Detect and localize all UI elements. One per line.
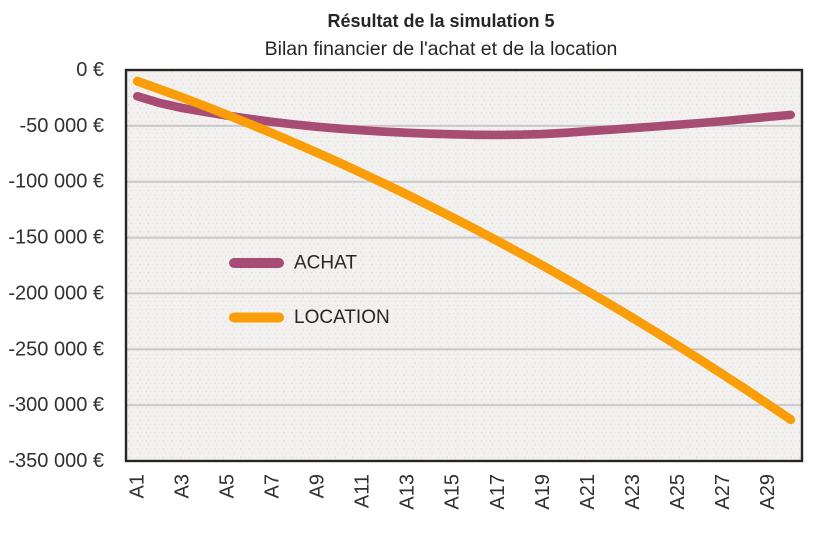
svg-text:A15: A15 bbox=[442, 474, 464, 510]
svg-text:A1: A1 bbox=[126, 474, 148, 498]
svg-text:A27: A27 bbox=[712, 474, 734, 510]
svg-text:A11: A11 bbox=[352, 474, 374, 508]
svg-text:-350 000 €: -350 000 € bbox=[8, 450, 104, 472]
svg-text:0 €: 0 € bbox=[76, 59, 104, 81]
svg-text:A9: A9 bbox=[307, 474, 329, 498]
svg-text:A3: A3 bbox=[171, 474, 193, 498]
svg-text:A29: A29 bbox=[757, 474, 779, 510]
svg-text:-150 000 €: -150 000 € bbox=[8, 227, 104, 249]
svg-text:ACHAT: ACHAT bbox=[294, 253, 357, 274]
svg-text:-50 000 €: -50 000 € bbox=[19, 115, 104, 137]
svg-text:LOCATION: LOCATION bbox=[294, 307, 390, 328]
svg-text:A7: A7 bbox=[262, 474, 284, 498]
svg-text:-300 000 €: -300 000 € bbox=[8, 394, 104, 416]
svg-text:A25: A25 bbox=[667, 474, 689, 510]
svg-text:-100 000 €: -100 000 € bbox=[8, 171, 104, 193]
svg-text:A13: A13 bbox=[397, 474, 419, 510]
svg-text:Résultat de la simulation 5: Résultat de la simulation 5 bbox=[327, 11, 554, 31]
svg-text:A23: A23 bbox=[622, 474, 644, 510]
svg-text:A19: A19 bbox=[532, 474, 554, 510]
svg-text:-200 000 €: -200 000 € bbox=[8, 282, 104, 304]
svg-text:A17: A17 bbox=[487, 474, 509, 510]
svg-text:A21: A21 bbox=[577, 474, 599, 510]
svg-text:-250 000 €: -250 000 € bbox=[8, 338, 104, 360]
svg-text:A5: A5 bbox=[216, 474, 238, 498]
svg-text:Bilan financier de l'achat et: Bilan financier de l'achat et de la loca… bbox=[265, 38, 618, 60]
